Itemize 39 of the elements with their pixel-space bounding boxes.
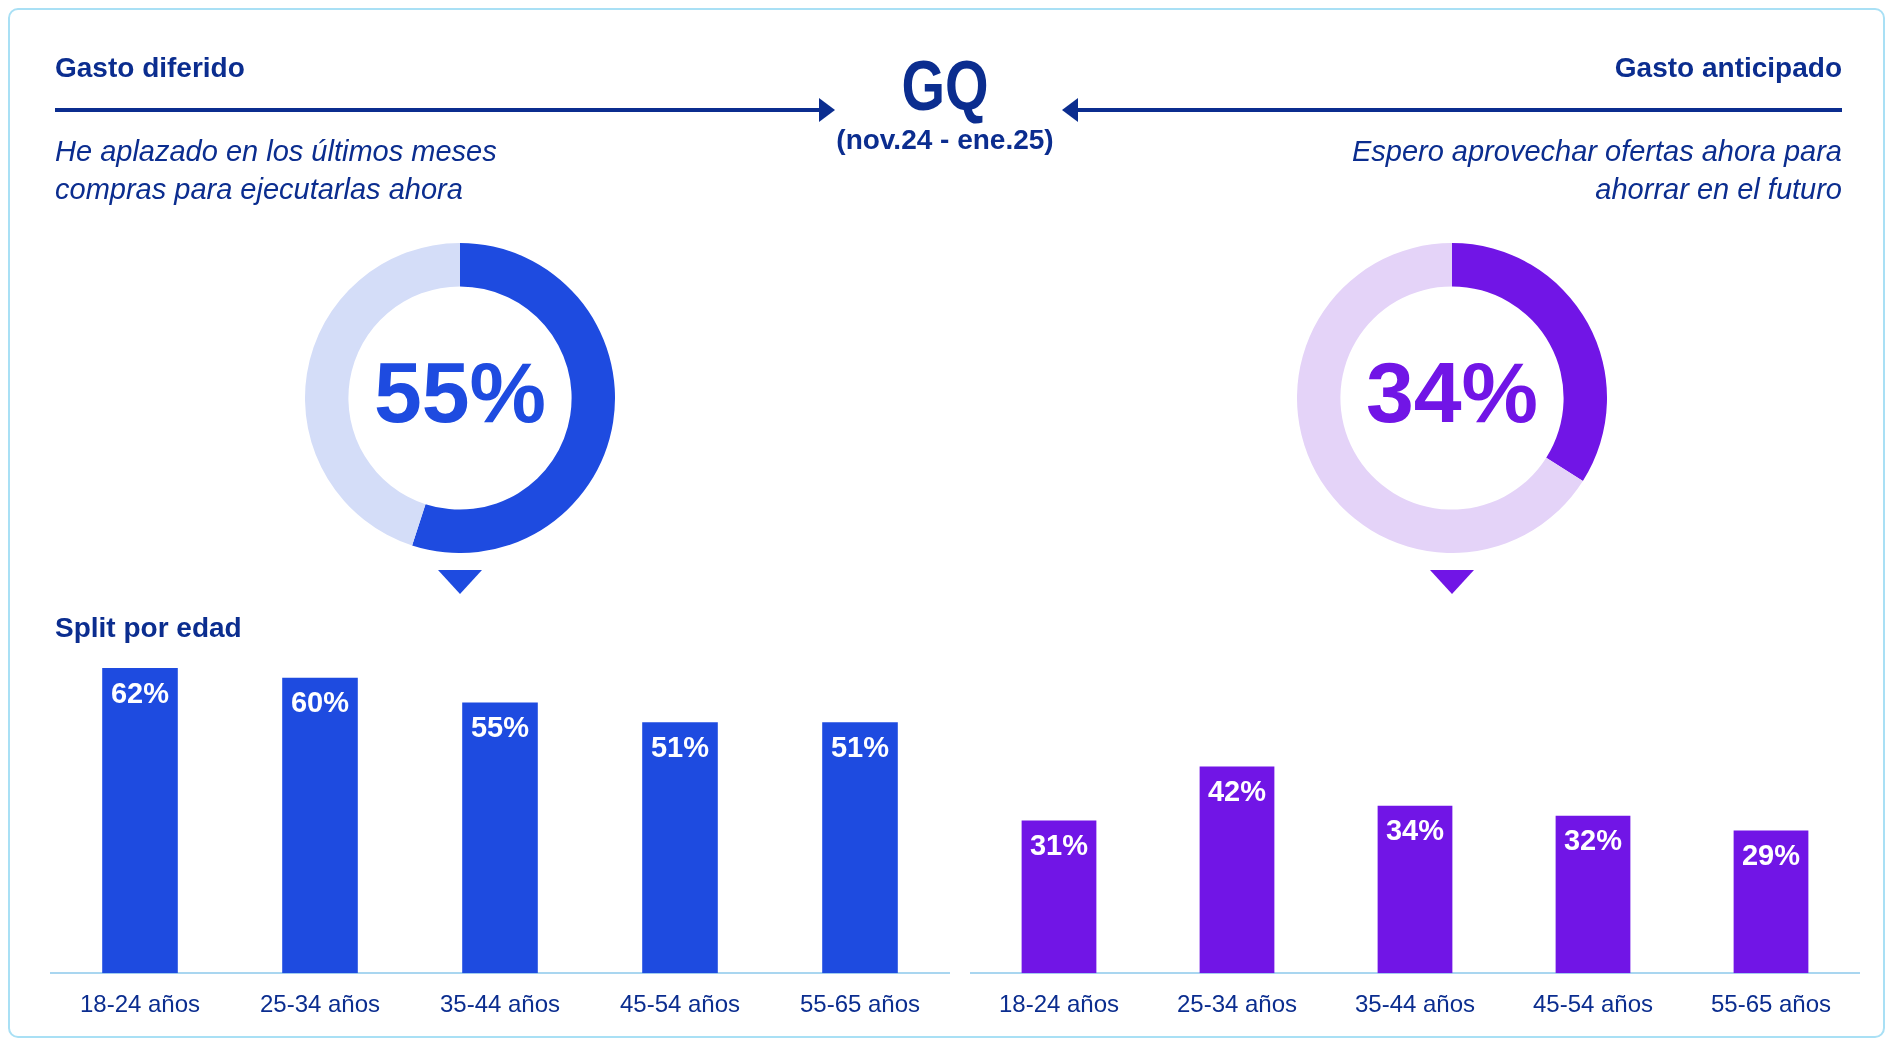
chart-subtitle: He aplazado en los últimos meses compras para ejecutarlas ahora: [55, 134, 498, 207]
data-label: 55%: [373, 343, 547, 440]
x-tick-label: 35-44 años: [1354, 990, 1476, 1018]
data-label: 29%: [1741, 838, 1801, 871]
data-label: 34%: [1365, 343, 1539, 440]
x-tick-label: 35-44 años: [439, 990, 561, 1018]
chart-subtitle: Espero aprovechar ofertas ahora para ahorrar en el futuro: [1350, 134, 1842, 207]
text: Gasto anticipado: [1614, 52, 1842, 84]
data-label: 51%: [650, 730, 710, 763]
bar: [462, 702, 538, 974]
bar: [282, 677, 358, 974]
x-tick-label: 25-34 años: [1176, 990, 1298, 1018]
chart-title: Split por edad: [55, 612, 242, 644]
data-label: 60%: [290, 686, 350, 719]
data-label: 42%: [1207, 774, 1267, 807]
x-tick-label: 18-24 años: [79, 990, 201, 1018]
x-tick-label: 18-24 años: [998, 990, 1120, 1018]
x-tick-label: 45-54 años: [1532, 990, 1654, 1018]
bar: [1199, 766, 1275, 974]
chart-title: Gasto diferido: [55, 52, 245, 84]
x-tick-label: 45-54 años: [619, 990, 741, 1018]
text: GQ: [900, 47, 990, 125]
bar: [642, 722, 718, 974]
bar: [822, 722, 898, 974]
bar: [1555, 815, 1631, 974]
bar: [102, 668, 178, 974]
x-tick-label: 25-34 años: [259, 990, 381, 1018]
x-tick-label: 55-65 años: [799, 990, 921, 1018]
bar: [1021, 820, 1097, 974]
bar: [1377, 805, 1453, 974]
data-label: 31%: [1029, 829, 1089, 862]
data-label: 62%: [110, 676, 170, 709]
x-tick-label: 55-65 años: [1710, 990, 1832, 1018]
data-label: 32%: [1563, 824, 1623, 857]
data-label: 55%: [470, 710, 530, 743]
bar: [1733, 830, 1809, 974]
data-label: 51%: [830, 730, 890, 763]
data-label: 34%: [1385, 814, 1445, 847]
text: (nov.24 - ene.25): [836, 124, 1054, 156]
